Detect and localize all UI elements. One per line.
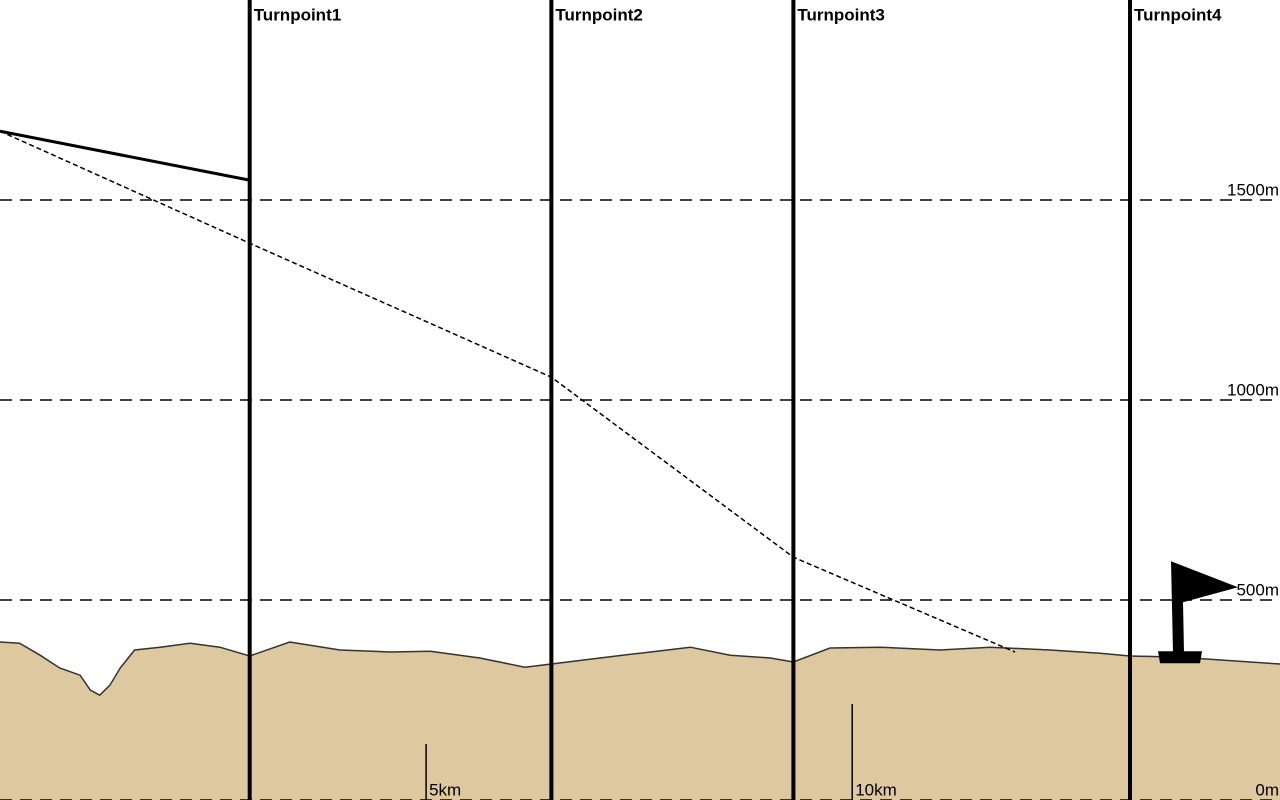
y-tick-label: 1000m [1227,380,1279,399]
goal-flag [1158,561,1239,664]
y-tick-label: 500m [1236,580,1279,599]
glide-path-line [0,129,250,182]
y-tick-label: 1500m [1227,180,1279,199]
x-tick-label: 10km [855,780,897,799]
turnpoint-label: Turnpoint2 [555,5,643,24]
x-tick-label: 5km [429,780,461,799]
terrain-outline [0,641,1280,697]
turnpoint-label: Turnpoint4 [1134,5,1222,24]
turnpoint-label: Turnpoint3 [797,5,885,24]
y-tick-label: 0m [1255,780,1279,799]
terrain-fill [0,642,1280,800]
final-glide-line [0,130,1016,653]
turnpoint-label: Turnpoint1 [254,5,341,24]
